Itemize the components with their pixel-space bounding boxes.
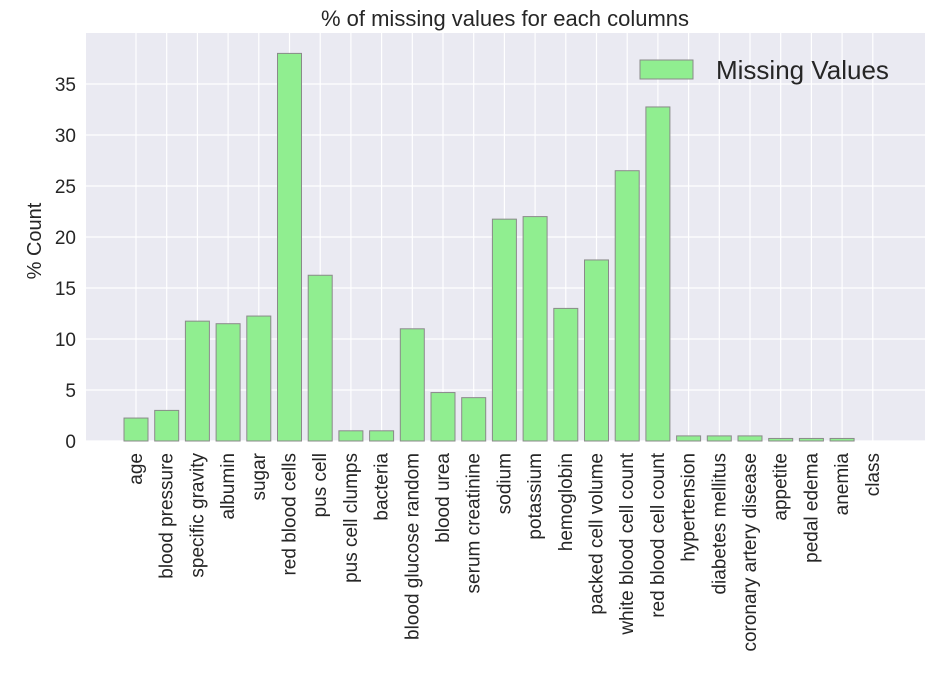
y-tick-label: 10 [55, 330, 76, 351]
chart-title: % of missing values for each columns [321, 6, 689, 31]
x-tick-label: pedal edema [801, 453, 822, 563]
bar [553, 307, 579, 442]
x-tick-label: sodium [494, 453, 515, 514]
y-tick-label: 25 [55, 177, 76, 198]
x-tick-label: blood glucose random [402, 453, 423, 640]
bar [522, 216, 548, 442]
bar [706, 435, 732, 442]
bar [798, 437, 824, 442]
bar [829, 437, 855, 442]
legend-label: Missing Values [716, 55, 889, 85]
y-axis-label: % Count [24, 202, 46, 279]
bar [369, 430, 395, 442]
x-tick-label: appetite [771, 453, 792, 521]
x-tick-label: potassium [525, 453, 546, 540]
bar [338, 430, 364, 442]
x-tick-label: age [126, 453, 147, 485]
bar [399, 328, 425, 442]
bar [184, 320, 210, 442]
y-tick-label: 15 [55, 279, 76, 300]
bar [491, 218, 517, 442]
bar [676, 435, 702, 442]
x-tick-label: blood pressure [157, 453, 178, 579]
y-tick-label: 20 [55, 228, 76, 249]
bar [584, 259, 609, 442]
bar [768, 437, 794, 442]
x-tick-label: diabetes mellitus [709, 453, 730, 595]
x-tick-label: sugar [249, 452, 270, 500]
bar [307, 274, 333, 442]
x-tick-label: blood urea [433, 453, 454, 543]
bar [154, 409, 180, 442]
y-axis-ticks: 0 5 10 15 20 25 30 35 [55, 75, 76, 453]
bar [461, 397, 487, 442]
x-tick-label: hypertension [679, 453, 700, 562]
x-tick-label: specific gravity [187, 453, 208, 578]
legend-swatch [639, 59, 694, 80]
x-tick-label: bacteria [372, 453, 393, 521]
x-tick-label: albumin [218, 453, 239, 520]
x-tick-label: red blood cells [280, 453, 301, 576]
bar [645, 106, 671, 442]
y-tick-label: 30 [55, 126, 76, 147]
bar [737, 435, 763, 442]
bar [215, 323, 241, 442]
x-tick-label: packed cell volume [587, 453, 608, 615]
x-tick-label: pus cell clumps [341, 453, 362, 583]
x-tick-label: class [863, 453, 884, 496]
x-tick-label: serum creatinine [464, 453, 485, 593]
bar [430, 392, 456, 442]
x-tick-label: red blood cell count [648, 452, 669, 617]
y-tick-label: 5 [65, 381, 76, 402]
x-tick-label: pus cell [310, 453, 331, 517]
bar [246, 315, 272, 442]
y-tick-label: 35 [55, 75, 76, 96]
x-tick-label: anemia [832, 453, 853, 516]
bar [123, 417, 149, 442]
bars [123, 52, 855, 442]
x-tick-label: coronary artery disease [740, 453, 761, 652]
x-axis-ticks: age blood pressure specific gravity albumin… [126, 452, 884, 651]
x-tick-label: white blood cell count [617, 452, 638, 635]
bar [277, 52, 302, 442]
legend: Missing Values [639, 55, 889, 85]
x-tick-label: hemoglobin [556, 453, 577, 551]
y-tick-label: 0 [65, 432, 76, 453]
bar [614, 170, 640, 442]
